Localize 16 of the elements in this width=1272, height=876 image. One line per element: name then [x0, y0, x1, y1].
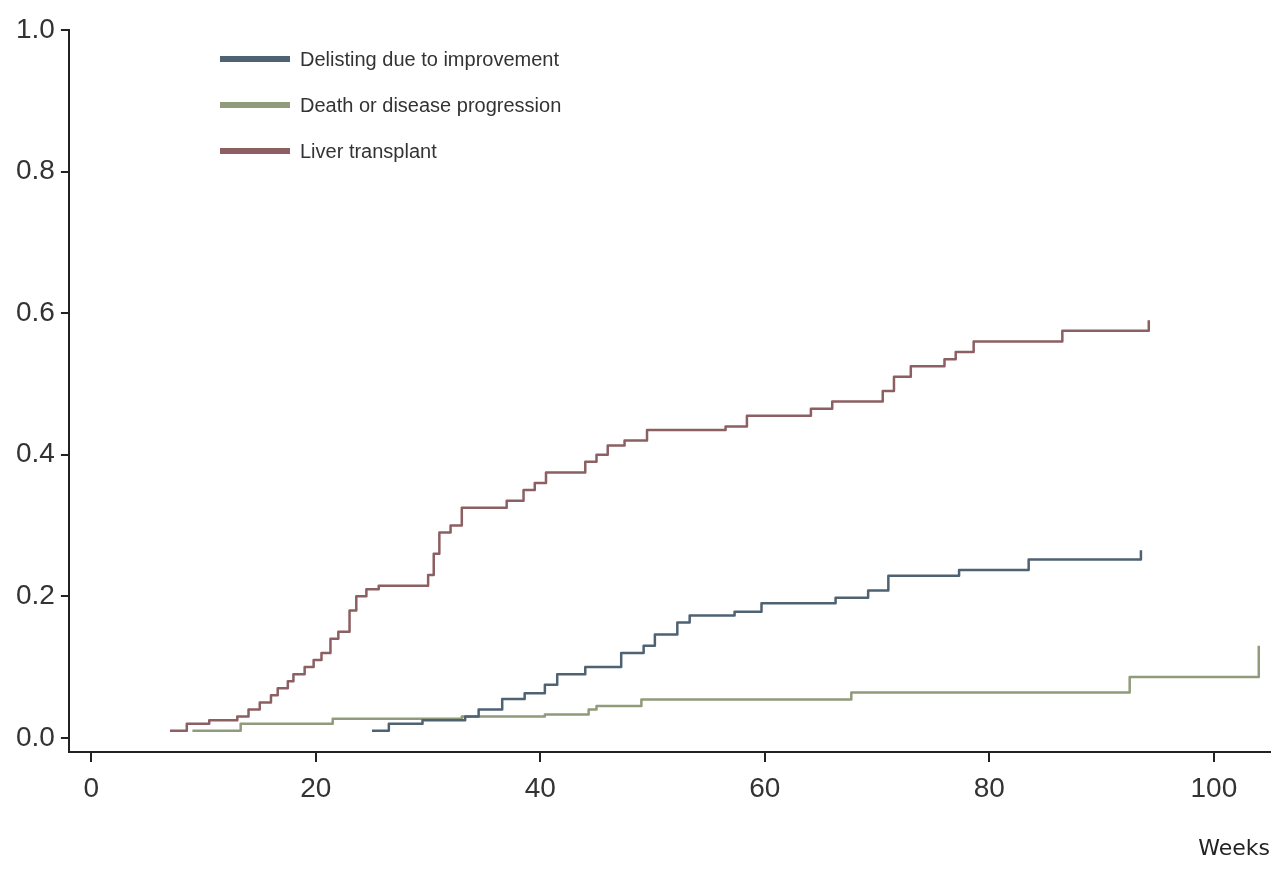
x-tick-label: 60	[749, 771, 781, 803]
y-tick-label: 0.2	[15, 578, 55, 610]
x-axis-title: Weeks	[1198, 834, 1270, 860]
x-tick-label: 0	[83, 771, 100, 803]
y-tick-label: 0.4	[15, 437, 55, 469]
y-tick-label: 1.0	[15, 12, 55, 44]
x-tick-label: 80	[973, 771, 1005, 803]
x-tick-label: 40	[524, 771, 556, 803]
legend-label: Delisting due to improvement	[300, 47, 560, 71]
legend-label: Liver transplant	[300, 139, 437, 163]
legend-label: Death or disease progression	[300, 93, 562, 117]
x-tick-label: 100	[1190, 771, 1238, 803]
y-tick-label: 0.0	[15, 720, 55, 752]
y-tick-label: 0.8	[15, 154, 55, 186]
y-tick-label: 0.6	[15, 295, 55, 327]
x-tick-label: 20	[300, 771, 332, 803]
